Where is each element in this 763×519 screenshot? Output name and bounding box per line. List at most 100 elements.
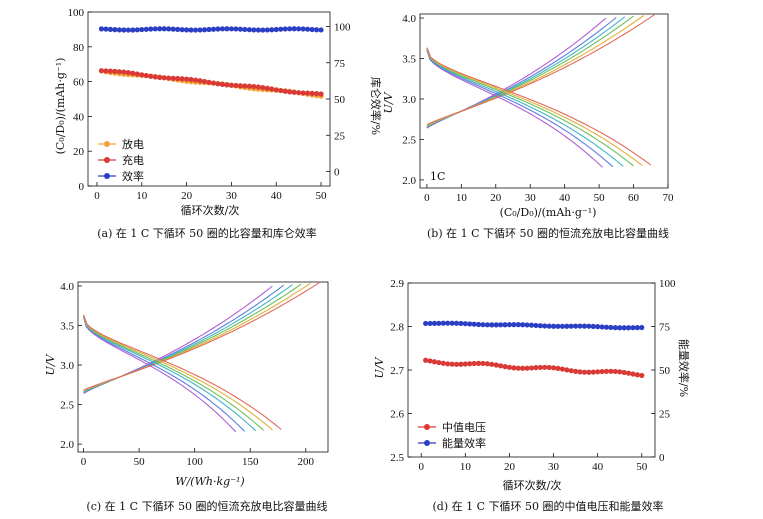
- y-tick-label-right: 25: [659, 409, 671, 421]
- legend-energy-efficiency: 能量效率: [442, 436, 486, 450]
- point-充电: [300, 90, 306, 96]
- panel-b: (b) 在 1 C 下循环 50 圈的恒流充放电比容量曲线 (C₀/D₀)/(m…: [382, 13, 674, 240]
- x-tick-label: 20: [504, 461, 516, 473]
- point-效率: [121, 27, 127, 33]
- point-中值电压: [528, 365, 535, 371]
- point-充电: [210, 80, 217, 86]
- y-tick-label: 2.5: [390, 452, 404, 464]
- point-能量效率: [603, 324, 610, 330]
- legend-marker-energy-efficiency: [424, 440, 430, 446]
- point-效率: [161, 26, 167, 32]
- point-中值电压: [617, 369, 623, 375]
- point-能量效率: [586, 323, 592, 329]
- y-tick-label-right: 75: [659, 322, 671, 334]
- legend-median-voltage: 中值电压: [442, 421, 486, 434]
- point-能量效率: [634, 325, 640, 331]
- point-效率: [139, 26, 145, 33]
- point-中值电压: [506, 364, 513, 370]
- panel-b-annotation: 1C: [430, 170, 445, 183]
- point-能量效率: [436, 320, 442, 326]
- point-能量效率: [489, 322, 495, 328]
- point-效率: [116, 27, 122, 33]
- charge-curve: [83, 283, 302, 393]
- y-tick-label: 0: [79, 181, 85, 193]
- point-能量效率: [546, 323, 552, 329]
- point-效率: [304, 26, 311, 32]
- x-tick-label: 0: [94, 190, 100, 202]
- point-充电: [237, 83, 243, 89]
- point-能量效率: [537, 323, 543, 329]
- point-能量效率: [581, 323, 588, 329]
- charge-curve: [83, 284, 284, 394]
- point-充电: [183, 76, 190, 82]
- x-tick-label: 50: [636, 461, 648, 473]
- point-充电: [201, 78, 208, 85]
- point-充电: [304, 90, 311, 96]
- point-充电: [192, 77, 199, 83]
- charge-curve: [83, 282, 320, 391]
- discharge-curve: [83, 316, 257, 432]
- point-充电: [260, 84, 266, 91]
- plot-frame: [419, 13, 669, 189]
- y-tick-label: 2.0: [60, 439, 74, 451]
- point-充电: [175, 75, 181, 82]
- x-tick-label: 60: [628, 192, 640, 204]
- point-效率: [278, 26, 284, 32]
- x-tick-label: 200: [298, 456, 315, 468]
- discharge-curve: [426, 48, 634, 167]
- y-tick-label: 2.5: [402, 134, 416, 146]
- point-充电: [134, 71, 140, 77]
- y-tick-label-right: 50: [334, 94, 346, 106]
- y-tick-label: 2.9: [390, 278, 404, 290]
- discharge-curve: [83, 316, 246, 432]
- point-能量效率: [621, 325, 627, 331]
- point-充电: [130, 70, 136, 76]
- point-充电: [143, 72, 149, 79]
- point-能量效率: [573, 323, 579, 329]
- x-tick-label: 10: [136, 190, 148, 202]
- y-tick-label: 2.6: [390, 409, 404, 421]
- point-充电: [125, 70, 131, 76]
- point-中值电压: [484, 361, 490, 367]
- point-充电: [219, 81, 226, 87]
- legend-charge: 充电: [122, 153, 144, 167]
- point-能量效率: [484, 322, 490, 328]
- point-效率: [228, 26, 235, 32]
- x-tick-label: 30: [548, 461, 560, 473]
- point-中值电压: [546, 364, 552, 371]
- point-能量效率: [445, 320, 451, 326]
- point-充电: [188, 76, 194, 83]
- point-效率: [291, 26, 297, 32]
- point-能量效率: [423, 320, 429, 327]
- panel-d-ylabel-left: U/V: [373, 356, 386, 378]
- point-中值电压: [493, 362, 499, 368]
- point-中值电压: [586, 369, 592, 375]
- x-tick-label: 0: [81, 456, 87, 468]
- x-tick-label: 30: [226, 190, 238, 202]
- plot-frame: [77, 281, 329, 453]
- point-充电: [148, 73, 154, 79]
- point-充电: [318, 91, 324, 97]
- discharge-curve: [426, 49, 614, 168]
- point-能量效率: [528, 322, 535, 328]
- discharge-curve: [426, 47, 652, 166]
- point-能量效率: [449, 320, 455, 326]
- panel-d-legend: 中值电压 能量效率: [418, 421, 486, 450]
- point-能量效率: [555, 323, 561, 329]
- point-效率: [215, 26, 221, 32]
- point-能量效率: [440, 320, 446, 326]
- point-充电: [98, 68, 105, 74]
- panel-a-xlabel: 循环次数/次: [181, 203, 240, 217]
- x-tick-label: 0: [424, 192, 430, 204]
- point-效率: [170, 26, 176, 32]
- legend-marker-charge: [104, 157, 110, 163]
- point-能量效率: [599, 324, 605, 330]
- point-充电: [309, 90, 315, 96]
- point-中值电压: [581, 369, 588, 375]
- point-能量效率: [471, 321, 477, 327]
- point-能量效率: [568, 323, 574, 329]
- point-效率: [287, 26, 293, 32]
- y-tick-label: 40: [73, 111, 85, 123]
- point-能量效率: [462, 321, 468, 327]
- point-效率: [210, 26, 217, 32]
